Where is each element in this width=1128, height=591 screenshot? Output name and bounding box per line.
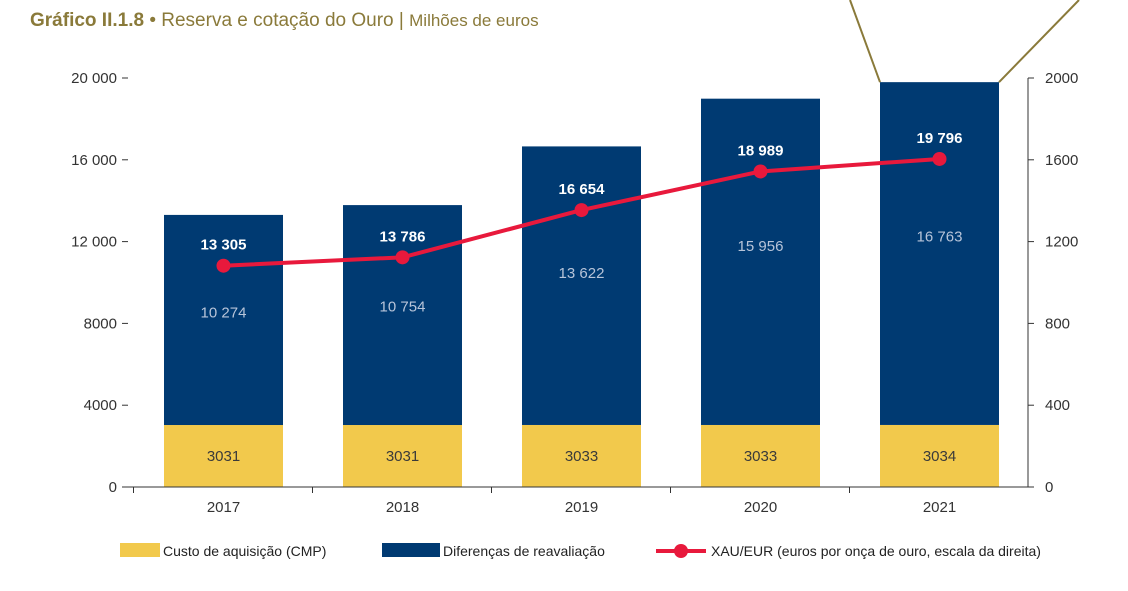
label-revaluation-2021: 16 763 xyxy=(917,229,963,246)
label-revaluation-2018: 10 754 xyxy=(380,299,426,316)
label-acquisition-2021: 3034 xyxy=(923,448,956,465)
price-point-2019 xyxy=(574,203,589,218)
right-tick-label: 400 xyxy=(1045,397,1070,414)
x-tick-label-2018: 2018 xyxy=(386,499,419,516)
x-tick-label-2021: 2021 xyxy=(923,499,956,516)
bar-acquisition-2018 xyxy=(343,425,462,487)
legend-label-acquisition: Custo de aquisição (CMP) xyxy=(163,543,326,559)
right-tick-label: 2000 xyxy=(1045,70,1078,87)
left-tick-label: 20 000 xyxy=(71,70,117,87)
x-tick-label-2019: 2019 xyxy=(565,499,598,516)
label-total-2017: 13 305 xyxy=(201,237,247,254)
bars xyxy=(164,82,999,487)
bar-acquisition-2020 xyxy=(701,424,820,487)
label-total-2019: 16 654 xyxy=(559,181,606,198)
label-total-2021: 19 796 xyxy=(917,130,963,147)
label-total-2018: 13 786 xyxy=(380,228,426,245)
callout-lines xyxy=(849,0,1080,83)
legend: Custo de aquisição (CMP) Diferenças de re… xyxy=(120,543,1041,559)
label-acquisition-2020: 3033 xyxy=(744,448,777,465)
right-tick-label: 1600 xyxy=(1045,152,1078,169)
legend-swatch-acquisition xyxy=(120,543,160,557)
left-tick-label: 16 000 xyxy=(71,152,117,169)
right-tick-label: 1200 xyxy=(1045,234,1078,251)
legend-swatch-point xyxy=(674,544,688,558)
title-bullet: • xyxy=(149,10,156,31)
bar-acquisition-2017 xyxy=(164,425,283,487)
price-point-2020 xyxy=(753,164,768,179)
data-labels: 3031 10 274 3031 10 754 3033 13 622 3033 15 956… xyxy=(201,130,963,465)
label-acquisition-2019: 3033 xyxy=(565,448,598,465)
bar-revaluation-2020 xyxy=(701,98,820,425)
x-tick-label-2017: 2017 xyxy=(207,499,240,516)
label-revaluation-2019: 13 622 xyxy=(559,265,605,282)
bar-acquisition-2021 xyxy=(880,424,999,487)
bar-revaluation-2018 xyxy=(343,205,462,426)
label-total-2020: 18 989 xyxy=(738,142,784,159)
title-divider: | xyxy=(398,10,404,31)
label-revaluation-2020: 15 956 xyxy=(738,238,784,255)
left-tick-label: 8000 xyxy=(84,315,117,332)
price-point-2017 xyxy=(216,258,231,273)
right-tick-label: 800 xyxy=(1045,315,1070,332)
label-acquisition-2018: 3031 xyxy=(386,448,419,465)
chart-number: Gráfico II.1.8 xyxy=(30,10,145,31)
bar-revaluation-2021 xyxy=(880,82,999,425)
legend-swatch-revaluation xyxy=(382,543,440,557)
bar-revaluation-2017 xyxy=(164,214,283,426)
left-tick-label: 4000 xyxy=(84,397,117,414)
bar-revaluation-2019 xyxy=(522,146,641,425)
price-point-2021 xyxy=(932,151,947,166)
callout-line-right xyxy=(998,0,1080,83)
price-point-2018 xyxy=(395,250,410,265)
label-revaluation-2017: 10 274 xyxy=(201,304,247,321)
left-tick-label: 12 000 xyxy=(71,234,117,251)
callout-line-left xyxy=(849,0,881,83)
chart-unit: Milhões de euros xyxy=(409,11,539,30)
label-acquisition-2017: 3031 xyxy=(207,448,240,465)
bar-acquisition-2019 xyxy=(522,424,641,487)
x-tick-label-2020: 2020 xyxy=(744,499,777,516)
chart-title: Gráfico II.1.8 • Reserva e cotação do Ou… xyxy=(30,6,539,36)
left-tick-label: 0 xyxy=(109,479,117,496)
chart-title-text: Reserva e cotação do Ouro xyxy=(161,10,394,31)
right-tick-label: 0 xyxy=(1045,479,1053,496)
legend-label-price: XAU/EUR (euros por onça de ouro, escala … xyxy=(711,543,1041,559)
legend-label-revaluation: Diferenças de reavaliação xyxy=(443,543,605,559)
price-line xyxy=(216,151,947,273)
